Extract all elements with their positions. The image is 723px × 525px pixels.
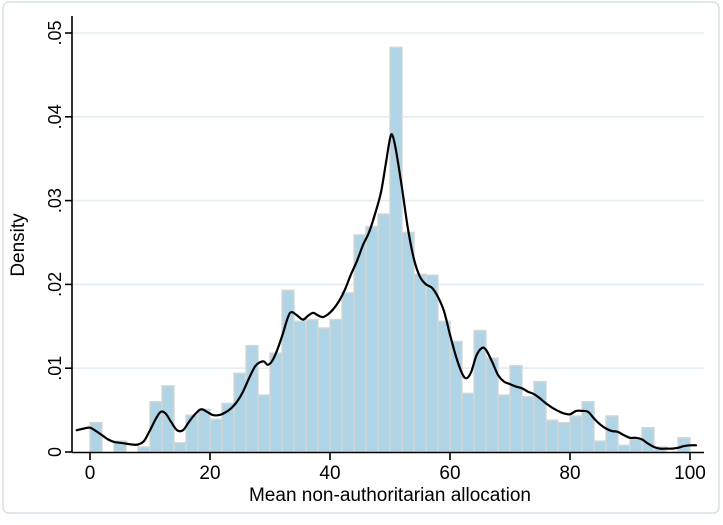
x-tick-label: 100 xyxy=(674,463,706,484)
y-tick-label: .02 xyxy=(45,272,65,297)
histogram-bar xyxy=(401,231,415,453)
axes xyxy=(71,16,704,454)
histogram-bar xyxy=(365,225,379,453)
histogram-bar xyxy=(293,320,307,453)
histogram-bar xyxy=(377,213,391,453)
x-axis-ticks: 0 20 40 60 80 100 xyxy=(85,453,706,484)
histogram-bar xyxy=(461,392,475,453)
y-tick-label: .01 xyxy=(45,356,65,381)
histogram-bar xyxy=(173,442,187,453)
y-tick-label: .04 xyxy=(45,104,65,129)
y-tick-label: 0 xyxy=(45,447,65,457)
histogram-bar xyxy=(185,414,199,453)
histogram-bar xyxy=(581,401,595,453)
histogram-bar xyxy=(617,444,631,453)
kde-density-line xyxy=(75,133,698,450)
histogram-bar xyxy=(209,418,223,453)
y-axis-title: Density xyxy=(8,213,29,277)
histogram-bar xyxy=(629,437,643,453)
x-tick-label: 0 xyxy=(85,463,96,484)
histogram-bar xyxy=(425,274,439,453)
histogram-bar xyxy=(497,394,511,453)
histogram-bar xyxy=(569,415,583,453)
histogram-bar xyxy=(557,421,571,453)
histogram-bar xyxy=(305,318,319,453)
x-tick-label: 20 xyxy=(199,463,220,484)
histogram-bar xyxy=(245,344,259,453)
histogram-bar xyxy=(257,394,271,453)
histogram-bar xyxy=(605,415,619,453)
histogram-bar xyxy=(533,380,547,453)
y-tick-label: .05 xyxy=(45,20,65,45)
histogram-bar xyxy=(353,234,367,453)
histogram-bar xyxy=(509,364,523,453)
histogram-bar xyxy=(329,318,343,453)
histogram-bar xyxy=(593,440,607,453)
histogram-bar xyxy=(317,327,331,453)
histogram-bar xyxy=(89,421,103,453)
figure-border xyxy=(2,1,720,514)
histogram-bar xyxy=(545,419,559,453)
histogram-bar xyxy=(269,352,283,453)
x-tick-label: 60 xyxy=(439,463,460,484)
x-axis-title: Mean non-authoritarian allocation xyxy=(249,485,531,506)
x-tick-label: 40 xyxy=(319,463,340,484)
histogram-bar xyxy=(413,273,427,453)
histogram-bar xyxy=(233,372,247,453)
histogram-bar xyxy=(137,446,151,453)
y-axis-ticks: 0 .01 .02 .03 .04 .05 xyxy=(45,20,72,457)
histogram-bar xyxy=(437,320,451,453)
histogram-bar xyxy=(389,46,403,453)
x-tick-label: 80 xyxy=(559,463,580,484)
kde-curve xyxy=(75,133,698,450)
histogram-bar xyxy=(197,408,211,453)
histogram-bar xyxy=(521,395,535,453)
histogram-bar xyxy=(341,292,355,453)
y-tick-label: .03 xyxy=(45,188,65,213)
